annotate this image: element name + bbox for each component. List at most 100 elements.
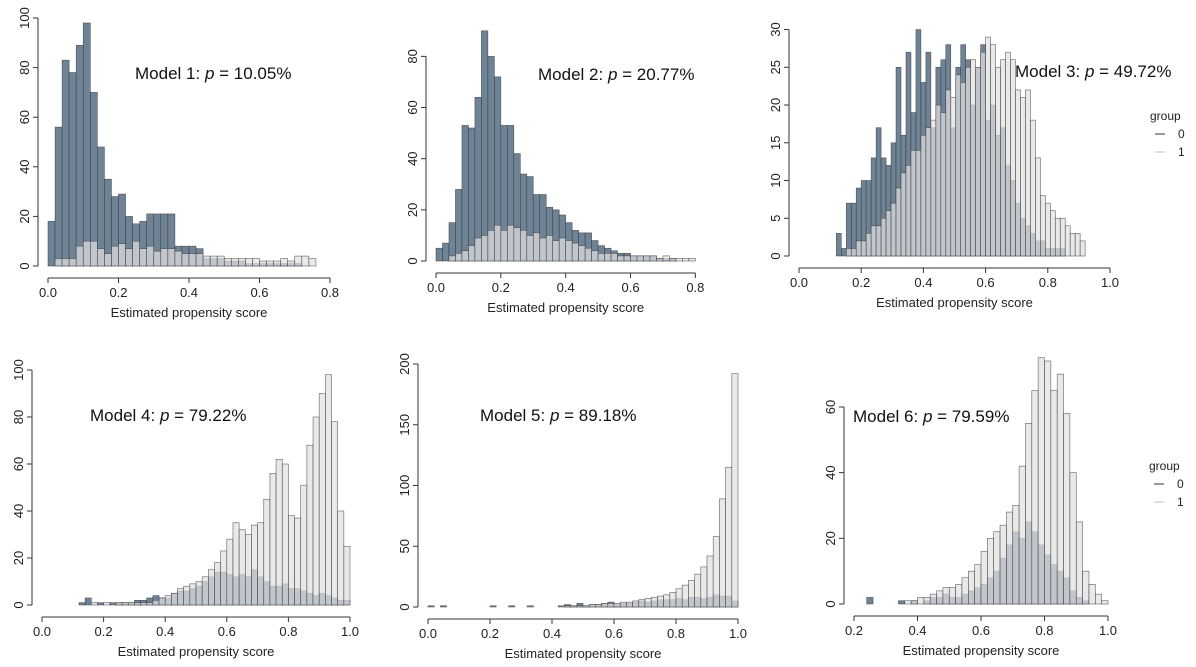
bar-group1-bin-38 [682, 258, 690, 262]
y-tick-label: 100 [397, 475, 412, 497]
bar-group1-bin-10 [140, 602, 148, 606]
bar-group1-bin-48 [725, 466, 733, 608]
bar-group1-bin-23 [220, 550, 228, 606]
bar-group1-bin-31 [1056, 373, 1064, 605]
y-tick-label: 25 [768, 60, 783, 74]
bar-group1-bin-38 [1101, 600, 1109, 605]
model-label-variable: p [159, 406, 169, 425]
bar-group1-bin-17 [545, 235, 554, 262]
x-tick-label: 0.8 [1035, 623, 1053, 638]
y-tick-label: 0 [17, 262, 32, 269]
bar-group0-bin-3 [455, 189, 463, 262]
legend-entry-group1: 1 [1177, 495, 1184, 509]
bar-group1-bin-38 [312, 416, 320, 606]
model-label-value: = 20.77% [617, 65, 694, 84]
x-axis-label: Estimated propensity score [487, 300, 644, 315]
bar-group1-bin-48 [1074, 233, 1081, 257]
bar-group1-bin-16 [160, 248, 169, 267]
x-tick-label: 0.4 [914, 275, 932, 290]
bar-group1-bin-6 [865, 233, 872, 257]
bar-group0-bin-2 [61, 59, 70, 267]
bar-group1-bin-41 [681, 584, 689, 608]
bar-group1-bin-15 [532, 232, 541, 262]
bar-group1-bin-28 [251, 524, 258, 606]
x-tick-label: 0.0 [790, 275, 808, 290]
bar-group1-bin-15 [955, 583, 963, 605]
bar-group0-bin-5 [468, 127, 476, 262]
y-tick-label: 60 [823, 400, 838, 414]
bar-group1-bin-36 [1088, 583, 1096, 605]
model-label-prefix: Model 1: [135, 64, 205, 83]
bar-group1-bin-40 [325, 374, 332, 606]
bar-group1-bin-24 [955, 74, 962, 257]
bar-group1-bin-25 [223, 258, 232, 267]
y-tick-label: 30 [768, 22, 783, 36]
bar-group1-bin-32 [273, 260, 281, 267]
bar-group1-bin-34 [287, 260, 296, 267]
bar-group1-bin-37 [308, 258, 317, 267]
bar-group0-bin-8 [104, 178, 112, 267]
bar-group1-bin-8 [104, 253, 112, 267]
model-label-prefix: Model 4: [90, 406, 160, 425]
model-label: Model 1: p = 10.05% [135, 64, 291, 83]
bar-group1-bin-26 [604, 253, 612, 262]
bar-group1-bin-11 [507, 224, 515, 262]
bar-group1-bin-19 [558, 237, 566, 262]
model-label-prefix: Model 3: [1015, 62, 1085, 81]
bar-group1-bin-49 [731, 373, 739, 608]
x-axis-label: Estimated propensity score [118, 644, 275, 659]
bar-group1-bin-31 [636, 255, 644, 262]
y-tick-label: 0 [405, 257, 420, 264]
x-tick-label: 0.0 [39, 285, 57, 300]
bar-group0-bin-1 [840, 248, 847, 257]
y-tick-label: 150 [397, 414, 412, 436]
bar-group1-bin-32 [643, 255, 651, 262]
bar-group1-bin-33 [280, 258, 288, 267]
bar-group1-bin-14 [146, 245, 155, 267]
bar-group1-bin-34 [1005, 51, 1011, 257]
bar-group1-bin-25 [1018, 465, 1026, 605]
model-label-variable: p [204, 64, 214, 83]
bar-group1-bin-3 [68, 258, 77, 267]
bar-group1-bin-14 [905, 165, 912, 257]
model-label-prefix: Model 6: [853, 407, 923, 426]
bar-group1-bin-28 [245, 258, 253, 267]
bar-group1-bin-16 [177, 588, 184, 606]
bar-group1-bin-27 [610, 253, 618, 262]
x-tick-label: 0.4 [908, 623, 926, 638]
bar-group1-bin-25 [597, 253, 605, 262]
bar-group1-bin-2 [448, 255, 456, 262]
bar-group1-bin-8 [875, 225, 882, 257]
bar-group0-bin-2 [845, 202, 852, 257]
bar-group1-bin-41 [1040, 195, 1046, 257]
bar-group1-bin-40 [675, 588, 683, 608]
bar-group1-bin-28 [617, 255, 625, 262]
bar-group1-bin-10 [885, 210, 892, 257]
bar-group1-bin-35 [1082, 570, 1090, 605]
bar-group1-bin-23 [950, 97, 957, 257]
bar-group1-bin-19 [980, 551, 988, 605]
bar-group1-bin-21 [940, 112, 947, 257]
bar-group1-bin-13 [519, 230, 528, 262]
bar-group1-bin-26 [965, 66, 971, 257]
model-label: Model 3: p = 49.72% [1015, 62, 1171, 81]
histogram-panel-5: 0 50 100 150 200 0.0 0.2 0.4 0.6 0.8 1.0 Estimated … [397, 353, 747, 661]
bar-group1-bin-20 [565, 240, 573, 262]
bar-group0-bin-1 [54, 126, 63, 267]
bar-group0-bin-10 [489, 605, 497, 608]
bar-group1-bin-32 [1063, 413, 1071, 605]
bar-group0-bin-0 [836, 233, 842, 257]
model-label-value: = 79.59% [932, 407, 1009, 426]
x-tick-label: 0.6 [218, 624, 236, 639]
bar-group1-bin-24 [216, 255, 225, 267]
bar-group1-bin-26 [231, 258, 239, 267]
model-label: Model 4: p = 79.22% [90, 406, 246, 425]
bar-group0-bin-7 [97, 146, 105, 267]
y-tick-label: 40 [405, 151, 420, 165]
bar-group1-bin-24 [591, 250, 599, 262]
bar-group1-bin-34 [656, 258, 664, 262]
bar-group1-bin-4 [75, 245, 84, 267]
bar-group1-bin-35 [662, 255, 670, 262]
x-tick-label: 0.4 [180, 285, 198, 300]
